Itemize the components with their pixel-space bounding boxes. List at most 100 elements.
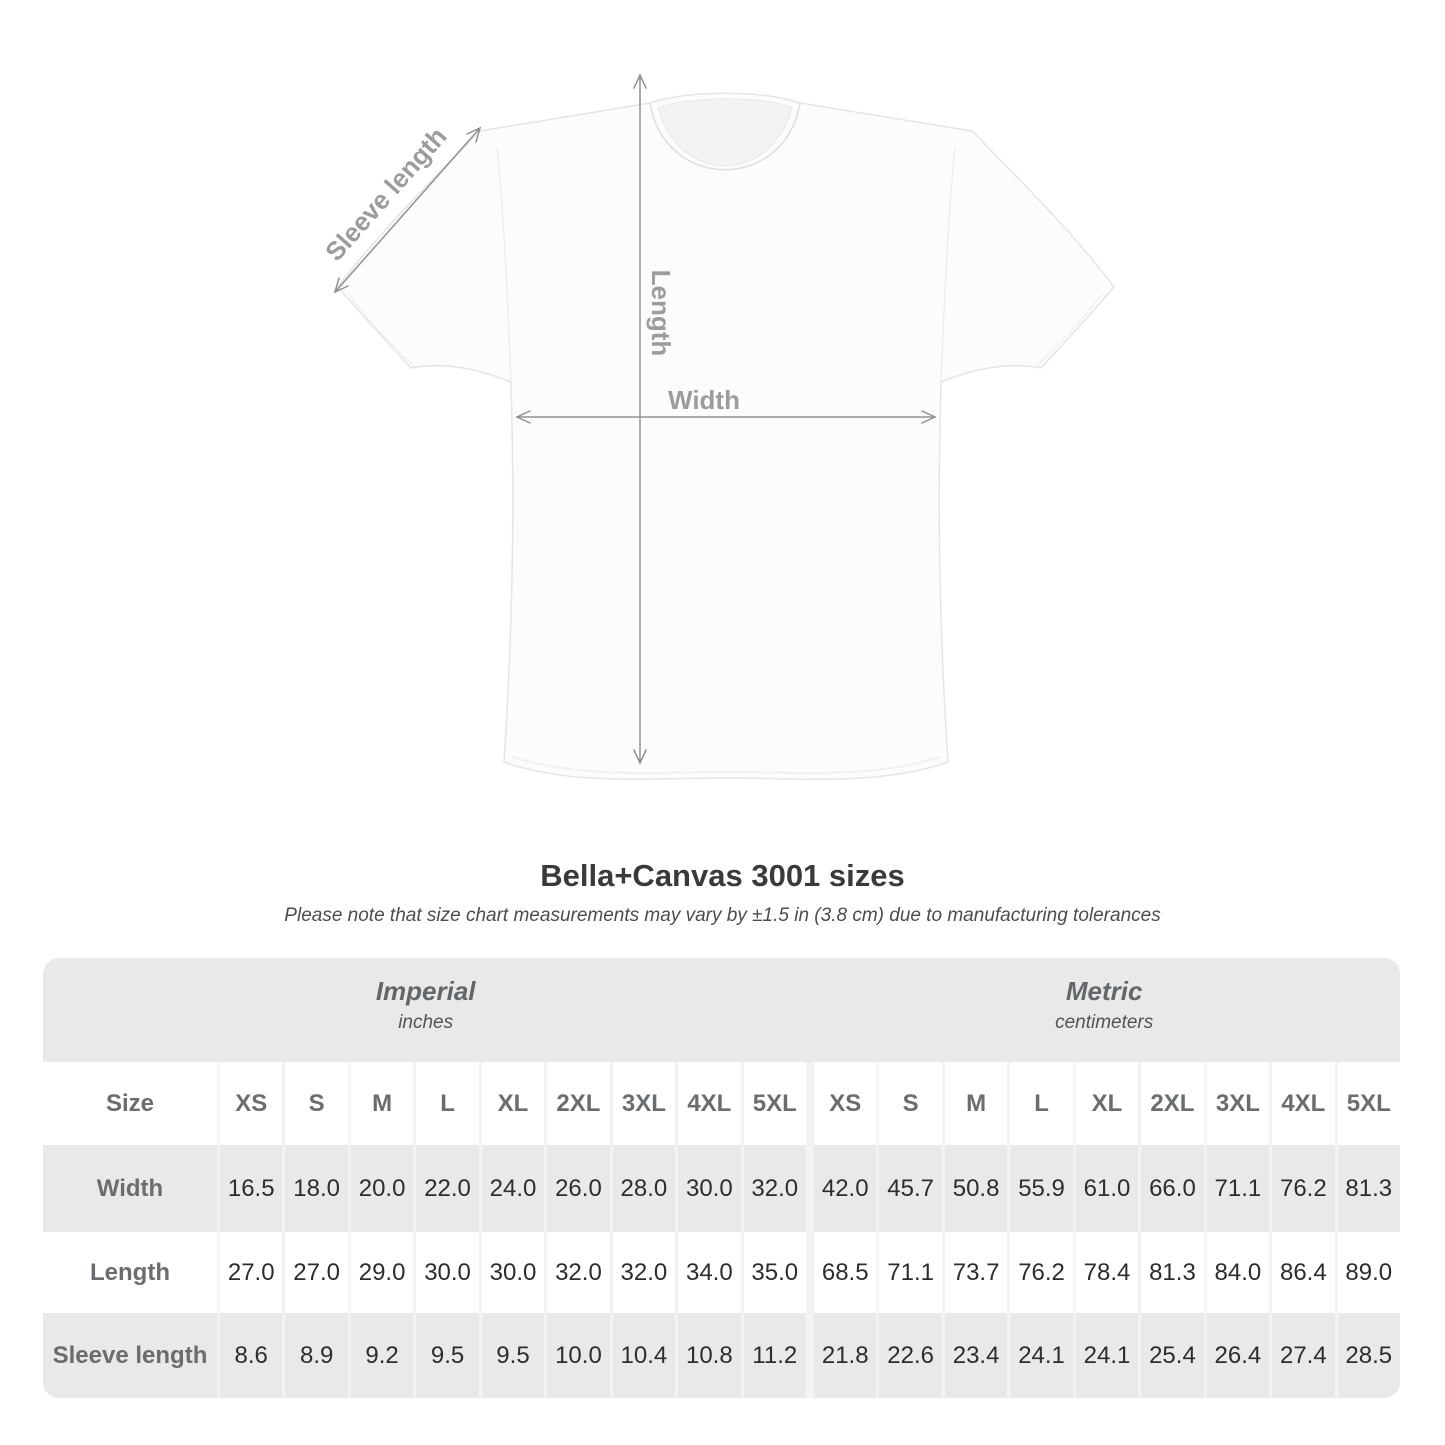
- table-cell: 78.4: [1075, 1232, 1139, 1313]
- size-header-metric: 2XL: [1141, 1062, 1204, 1145]
- table-cell: 8.6: [220, 1313, 283, 1398]
- table-cell: 10.0: [547, 1313, 610, 1398]
- table-cell: 27.4: [1272, 1313, 1335, 1398]
- length-arrow: [633, 73, 647, 765]
- table-cell: 24.1: [1075, 1313, 1139, 1398]
- table-cell: 86.4: [1272, 1232, 1335, 1313]
- tshirt-graphic: [337, 92, 1115, 781]
- table-cell: 24.1: [1010, 1313, 1073, 1398]
- row-label: Width: [43, 1145, 217, 1232]
- section-divider: [808, 1062, 811, 1145]
- size-header-imperial: M: [350, 1062, 414, 1145]
- sleeve-length-arrow: [333, 126, 482, 294]
- table-cell: 42.0: [813, 1145, 877, 1232]
- imperial-units: inches: [398, 1012, 454, 1033]
- tshirt-measurement-diagram: Sleeve length Length Width: [319, 73, 1115, 781]
- imperial-title: Imperial: [375, 976, 476, 1006]
- table-cell: 35.0: [743, 1232, 806, 1313]
- table-cell: 22.0: [416, 1145, 479, 1232]
- size-header-metric: L: [1010, 1062, 1073, 1145]
- table-cell: 50.8: [944, 1145, 1008, 1232]
- size-header-imperial: 3XL: [612, 1062, 676, 1145]
- table-cell: 76.2: [1272, 1145, 1335, 1232]
- section-divider: [808, 1145, 811, 1232]
- size-header-metric: 3XL: [1206, 1062, 1270, 1145]
- table-cell: 8.9: [285, 1313, 348, 1398]
- size-column-header: Size: [43, 1062, 217, 1145]
- table-cell: 9.5: [481, 1313, 545, 1398]
- table-cell: 81.3: [1141, 1232, 1204, 1313]
- table-cell: 25.4: [1141, 1313, 1204, 1398]
- table-cell: 24.0: [481, 1145, 545, 1232]
- table-cell: 9.2: [350, 1313, 414, 1398]
- size-header-imperial: L: [416, 1062, 479, 1145]
- table-cell: 10.8: [678, 1313, 741, 1398]
- table-cell: 16.5: [220, 1145, 283, 1232]
- table-cell: 30.0: [678, 1145, 741, 1232]
- table-cell: 26.0: [547, 1145, 610, 1232]
- size-header-metric: XL: [1075, 1062, 1139, 1145]
- size-header-metric: S: [879, 1062, 942, 1145]
- table-cell: 11.2: [743, 1313, 806, 1398]
- length-label: Length: [646, 270, 676, 357]
- table-cell: 81.3: [1337, 1145, 1400, 1232]
- table-cell: 55.9: [1010, 1145, 1073, 1232]
- table-cell: 68.5: [813, 1232, 877, 1313]
- table-cell: 28.0: [612, 1145, 676, 1232]
- tolerance-note: Please note that size chart measurements…: [284, 905, 1161, 926]
- table-cell: 27.0: [220, 1232, 283, 1313]
- metric-units: centimeters: [1055, 1012, 1154, 1033]
- width-label: Width: [668, 385, 740, 415]
- metric-header: Metric centimeters: [808, 958, 1400, 1062]
- section-divider: [808, 1313, 811, 1398]
- width-arrow: [515, 410, 937, 424]
- row-label: Length: [43, 1232, 217, 1313]
- size-header-imperial: XS: [220, 1062, 283, 1145]
- table-cell: 30.0: [416, 1232, 479, 1313]
- table-cell: 84.0: [1206, 1232, 1270, 1313]
- size-header-imperial: 4XL: [678, 1062, 741, 1145]
- table-cell: 32.0: [547, 1232, 610, 1313]
- size-header-imperial: S: [285, 1062, 348, 1145]
- table-cell: 21.8: [813, 1313, 877, 1398]
- table-cell: 34.0: [678, 1232, 741, 1313]
- imperial-header: Imperial inches: [43, 958, 808, 1062]
- collar-opening: [657, 98, 793, 167]
- table-cell: 10.4: [612, 1313, 676, 1398]
- table-cell: 76.2: [1010, 1232, 1073, 1313]
- table-cell: 28.5: [1337, 1313, 1400, 1398]
- page-title: Bella+Canvas 3001 sizes: [540, 858, 905, 893]
- size-header-metric: 5XL: [1337, 1062, 1400, 1145]
- size-header-imperial: 2XL: [547, 1062, 610, 1145]
- row-label: Sleeve length: [43, 1313, 217, 1398]
- metric-title: Metric: [1065, 976, 1143, 1006]
- table-cell: 20.0: [350, 1145, 414, 1232]
- size-table: Imperial inches Metric centimeters Size X…: [43, 958, 1400, 1398]
- units-header: Imperial inches Metric centimeters: [43, 958, 1400, 1062]
- table-cell: 71.1: [1206, 1145, 1270, 1232]
- section-divider: [808, 1232, 811, 1313]
- table-cell: 22.6: [879, 1313, 942, 1398]
- table-cell: 71.1: [879, 1232, 942, 1313]
- table-cell: 27.0: [285, 1232, 348, 1313]
- table-cell: 61.0: [1075, 1145, 1139, 1232]
- size-header-imperial: 5XL: [743, 1062, 806, 1145]
- table-cell: 89.0: [1337, 1232, 1400, 1313]
- table-cell: 45.7: [879, 1145, 942, 1232]
- table-cell: 29.0: [350, 1232, 414, 1313]
- table-cell: 32.0: [612, 1232, 676, 1313]
- size-grid: Size XS S M L XL 2XL 3XL 4XL 5XL XS S M L XL 2XL 3XL 4XL 5…: [43, 1062, 1400, 1398]
- size-header-imperial: XL: [481, 1062, 545, 1145]
- table-cell: 66.0: [1141, 1145, 1204, 1232]
- size-header-metric: XS: [813, 1062, 877, 1145]
- size-header-metric: M: [944, 1062, 1008, 1145]
- table-cell: 23.4: [944, 1313, 1008, 1398]
- table-cell: 26.4: [1206, 1313, 1270, 1398]
- table-cell: 32.0: [743, 1145, 806, 1232]
- table-cell: 73.7: [944, 1232, 1008, 1313]
- table-cell: 9.5: [416, 1313, 479, 1398]
- table-cell: 30.0: [481, 1232, 545, 1313]
- table-cell: 18.0: [285, 1145, 348, 1232]
- size-header-metric: 4XL: [1272, 1062, 1335, 1145]
